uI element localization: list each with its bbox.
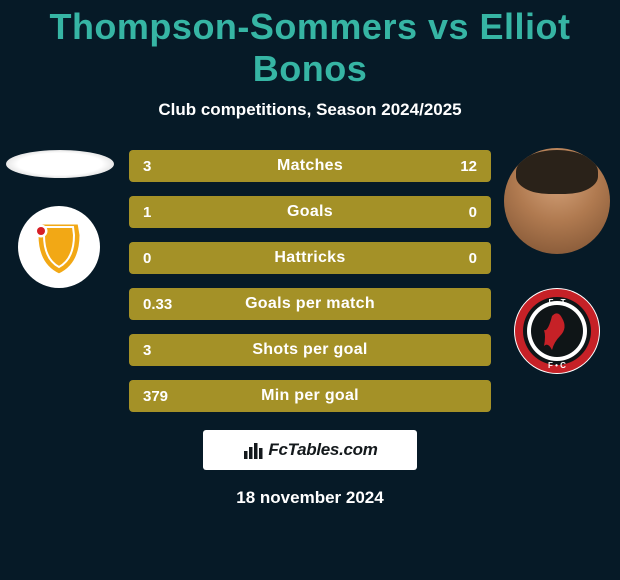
club-right-badge: F • T F • C [514,288,600,374]
stat-label: Min per goal [261,387,359,405]
stat-row: 3 Shots per goal [129,334,491,366]
stat-label: Matches [277,157,343,175]
stat-rows: 3 Matches 12 1 Goals 0 0 Hattricks 0 0.33 Goals pe… [129,150,491,412]
stat-value-left: 3 [143,158,151,175]
page-title: Thompson-Sommers vs Elliot Bonos [0,6,620,90]
stat-row: 0 Hattricks 0 [129,242,491,274]
stat-row: 1 Goals 0 [129,196,491,228]
player-right-avatar [504,148,610,254]
club-left-logo [27,215,91,279]
stat-value-left: 0 [143,250,151,267]
svg-text:F • C: F • C [548,361,566,370]
stats-area: F • T F • C 3Matches121Goals00Hattricks0… [0,150,620,412]
stat-value-right: 12 [460,158,477,175]
stat-row: 3 Matches 12 [129,150,491,182]
stat-label: Hattricks [274,249,345,267]
stat-label: Shots per goal [252,341,367,359]
svg-text:F • T: F • T [548,298,565,307]
stat-value-left: 1 [143,204,151,221]
date-text: 18 november 2024 [236,488,383,508]
stat-value-left: 3 [143,342,151,359]
stat-label: Goals per match [245,295,375,313]
bars-icon [242,439,264,461]
stat-value-left: 0.33 [143,296,172,313]
club-right-logo: F • T F • C [514,288,600,374]
stat-row: 0.33 Goals per match [129,288,491,320]
stat-row: 379 Min per goal [129,380,491,412]
footer-text: FcTables.com [268,440,377,460]
subtitle: Club competitions, Season 2024/2025 [158,100,461,120]
player-left-avatar [6,150,114,178]
stat-value-left: 379 [143,388,168,405]
stat-value-right: 0 [469,204,477,221]
stat-label: Goals [287,203,333,221]
footer-badge: FcTables.com [203,430,417,470]
stat-value-right: 0 [469,250,477,267]
club-left-badge [18,206,100,288]
infographic-card: Thompson-Sommers vs Elliot Bonos Club co… [0,0,620,580]
